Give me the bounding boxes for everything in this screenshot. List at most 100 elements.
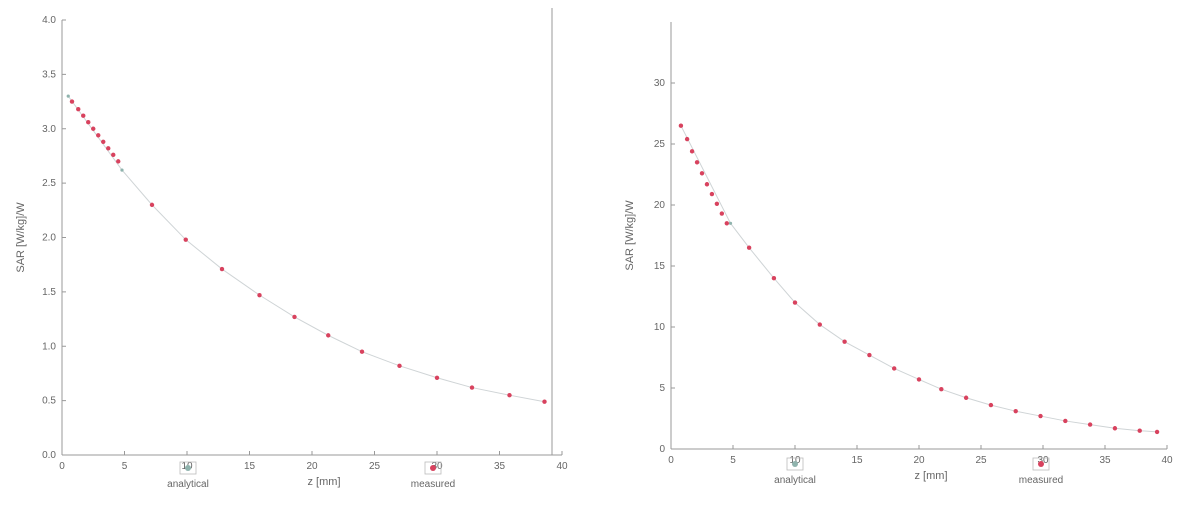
measured-point [988, 402, 994, 408]
measured-point [892, 366, 897, 371]
measured-point [397, 363, 402, 369]
legend-item-measured: measured [411, 461, 455, 490]
legend-marker [792, 461, 798, 467]
measured-point [91, 126, 96, 131]
measured-point [684, 136, 690, 142]
y-tick-label: 10 [654, 322, 666, 333]
measured-point [792, 300, 798, 305]
measured-point [86, 120, 91, 125]
measured-point [963, 395, 969, 400]
legend-item-analytical: analytical [167, 461, 209, 490]
x-tick-label: 10 [789, 455, 801, 466]
legend-label: measured [411, 479, 455, 490]
x-tick-label: 35 [494, 461, 506, 472]
y-tick-label: 0.5 [42, 396, 56, 407]
measured-point [469, 385, 475, 390]
x-tick-label: 25 [975, 455, 987, 466]
x-tick-label: 5 [122, 461, 128, 472]
y-tick-label: 0.0 [42, 450, 56, 461]
measured-point [916, 377, 922, 382]
x-tick-label: 15 [244, 461, 256, 472]
measured-point [149, 202, 155, 208]
legend-item-measured: measured [1019, 457, 1063, 486]
measured-point [1013, 408, 1018, 414]
measured-point [714, 201, 720, 206]
measured-point [1038, 413, 1043, 419]
analytical-point [66, 94, 70, 98]
y-tick-label: 5 [659, 383, 665, 394]
measured-point [81, 113, 86, 118]
measured-point [101, 139, 106, 144]
legend-label: measured [1019, 475, 1063, 486]
legend-marker [430, 465, 436, 471]
measured-point [746, 245, 752, 250]
analytical-point [728, 221, 733, 225]
y-tick-label: 20 [654, 200, 666, 211]
y-tick-label: 30 [654, 78, 666, 89]
y-tick-label: 15 [654, 261, 666, 272]
legend-label: analytical [774, 475, 816, 486]
measured-point [939, 387, 944, 392]
analytical-curve [67, 95, 545, 403]
measured-point [694, 160, 700, 165]
measured-point [326, 333, 331, 338]
measured-point [724, 221, 729, 226]
analytical-point [120, 168, 124, 172]
measured-point [542, 399, 547, 404]
measured-point [257, 292, 262, 298]
measured-point [704, 182, 710, 187]
x-tick-label: 30 [431, 461, 443, 472]
measured-point [106, 146, 111, 151]
measured-point [69, 99, 75, 104]
measured-point [116, 159, 121, 164]
y-tick-label: 2.0 [42, 233, 56, 244]
measured-point [111, 152, 116, 158]
measured-point [1063, 418, 1068, 424]
x-axis-title: z [mm] [308, 476, 341, 488]
y-tick-label: 0 [659, 444, 665, 455]
measured-point [219, 266, 225, 272]
measured-point [719, 211, 725, 216]
analytical-curve [680, 125, 1158, 433]
x-tick-label: 0 [668, 455, 674, 466]
measured-point [867, 352, 872, 358]
y-tick-label: 3.0 [42, 124, 56, 135]
x-tick-label: 20 [913, 455, 925, 466]
measured-point [507, 392, 512, 398]
measured-point [1137, 428, 1142, 433]
y-tick-label: 1.0 [42, 341, 56, 352]
measured-point [76, 106, 81, 112]
y-tick-label: 4.0 [42, 15, 56, 26]
legend-swatch-box [424, 461, 442, 475]
measured-point [678, 123, 684, 128]
legend-item-analytical: analytical [774, 457, 816, 486]
measured-point [292, 314, 297, 320]
measured-point [689, 149, 695, 154]
measured-point [817, 322, 822, 327]
measured-point [709, 191, 715, 197]
y-axis-title: SAR [W/kg]/W [624, 200, 636, 271]
y-tick-label: 3.5 [42, 69, 56, 80]
y-tick-label: 25 [654, 139, 666, 150]
measured-point [359, 349, 365, 354]
measured-point [699, 171, 705, 176]
x-tick-label: 30 [1037, 455, 1049, 466]
measured-point [842, 339, 847, 344]
x-axis-title: z [mm] [915, 470, 948, 482]
y-tick-label: 2.5 [42, 178, 56, 189]
legend-swatch-box [1032, 457, 1050, 471]
measured-point [183, 237, 188, 242]
x-tick-label: 15 [851, 455, 863, 466]
legend-label: analytical [167, 479, 209, 490]
y-axis-title: SAR [W/kg]/W [15, 202, 27, 273]
x-tick-label: 5 [730, 455, 736, 466]
x-tick-label: 40 [1161, 455, 1173, 466]
measured-point [1112, 426, 1118, 431]
x-tick-label: 20 [306, 461, 318, 472]
measured-point [434, 375, 440, 380]
chart-right: 0 5 10 15 20 25 30 35 40 0 5 10 15 20 25 30 z [mm] SAR [W… [624, 22, 1173, 486]
measured-point [96, 133, 101, 138]
y-tick-label: 1.5 [42, 287, 56, 298]
x-tick-label: 40 [556, 461, 568, 472]
x-tick-label: 25 [369, 461, 381, 472]
